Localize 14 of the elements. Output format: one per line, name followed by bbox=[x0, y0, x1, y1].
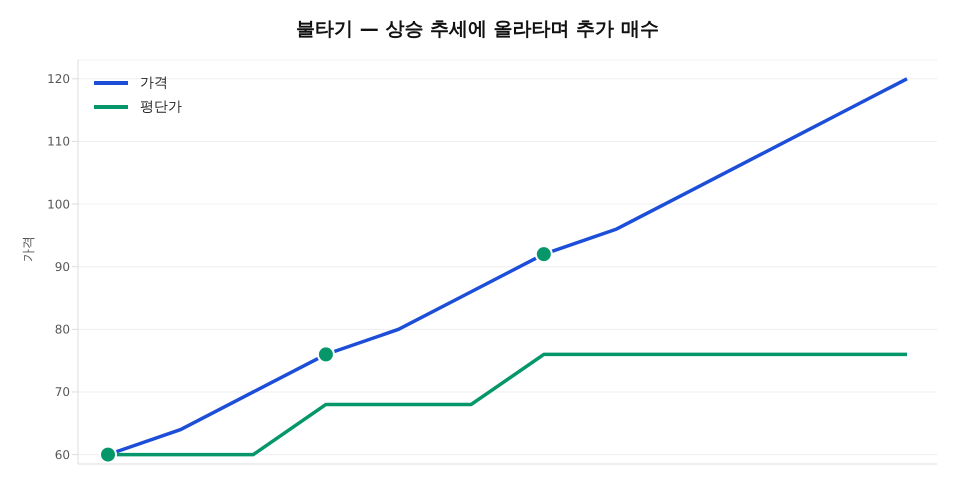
y-tick-label: 100 bbox=[47, 197, 70, 212]
chart-title: 불타기 — 상승 추세에 올라타며 추가 매수 bbox=[295, 17, 660, 42]
y-tick-label: 110 bbox=[47, 134, 70, 149]
point bbox=[99, 446, 117, 464]
point bbox=[316, 345, 335, 364]
y-tick-label: 90 bbox=[54, 260, 70, 274]
legend-label: 가격 bbox=[140, 74, 168, 92]
legend-label: 평단가 bbox=[140, 98, 182, 116]
y-tick-label: 60 bbox=[54, 448, 70, 462]
point bbox=[534, 245, 553, 264]
y-tick-label: 80 bbox=[54, 322, 70, 337]
y-axis-title: 가격 bbox=[22, 236, 37, 262]
y-tick-label: 120 bbox=[47, 72, 70, 86]
y-tick-label: 70 bbox=[54, 385, 70, 400]
